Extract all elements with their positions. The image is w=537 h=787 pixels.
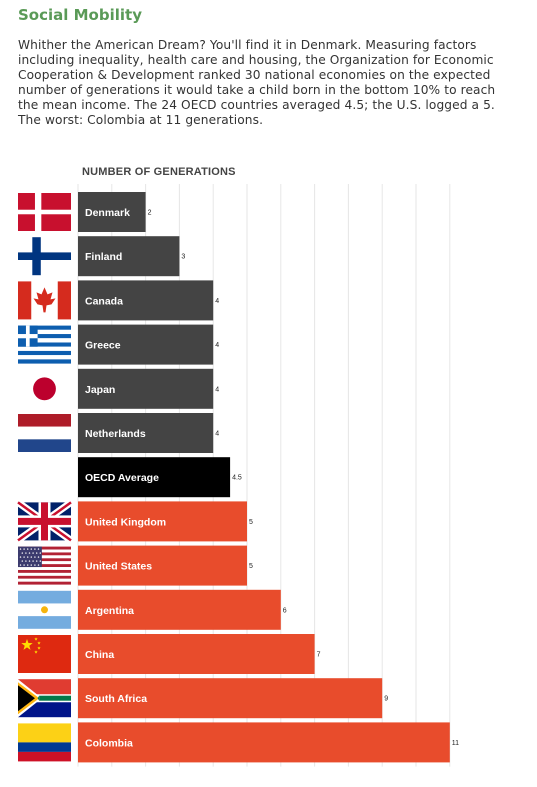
bar-value-label: 5	[249, 563, 253, 570]
bar-netherlands	[78, 413, 214, 453]
bar-value-label: 4	[215, 386, 219, 393]
bar-value-label: 4	[215, 431, 219, 438]
bar-japan	[78, 368, 214, 409]
bar-finland	[78, 236, 180, 277]
bar-category-label: Canada	[85, 295, 123, 307]
canada-flag	[18, 281, 71, 320]
bar-china	[78, 634, 315, 674]
netherlands-flag	[18, 414, 71, 452]
bar-value-label: 4	[215, 298, 219, 305]
argentina-flag	[18, 590, 71, 629]
flags	[15, 193, 74, 762]
colombia-flag	[18, 723, 71, 762]
bar-category-label: United States	[85, 561, 152, 573]
bar-category-label: South Africa	[85, 693, 147, 705]
bar-denmark	[78, 192, 146, 232]
bar-value-label: 2	[148, 210, 152, 217]
bar-value-label: 6	[283, 607, 287, 614]
bar-value-label: 3	[181, 254, 185, 261]
bar-category-label: Japan	[85, 384, 115, 396]
bar-value-label: 4.5	[232, 475, 242, 482]
bar-value-label: 5	[249, 519, 253, 526]
chart-description: Whither the American Dream? You'll find …	[18, 38, 496, 127]
bar-category-label: China	[85, 649, 114, 661]
bar-value-label: 7	[317, 652, 321, 659]
south-africa-flag	[18, 679, 71, 718]
greece-flag	[18, 325, 71, 364]
denmark-flag	[18, 193, 71, 231]
bar-category-label: Denmark	[85, 207, 130, 219]
bar-greece	[78, 324, 214, 365]
bar-oecd-average	[78, 457, 231, 498]
bar-value-label: 11	[452, 740, 459, 747]
bars: Denmark 2 Finland 3 Canada 4 Greece 4 Japan 4 Neth…	[78, 192, 459, 763]
bar-category-label: Finland	[85, 251, 122, 263]
bar-value-label: 9	[384, 696, 388, 703]
bar-united-kingdom	[78, 501, 247, 542]
x-axis-title: NUMBER OF GENERATIONS	[82, 166, 236, 178]
finland-flag	[18, 237, 71, 276]
bar-category-label: United Kingdom	[85, 516, 166, 528]
bar-category-label: OECD Average	[85, 472, 159, 484]
bar-united-states	[78, 545, 247, 586]
chart-title: Social Mobility	[18, 6, 142, 24]
bar-category-label: Netherlands	[85, 428, 146, 440]
bar-value-label: 4	[215, 342, 219, 349]
bar-south-africa	[78, 678, 383, 719]
bar-category-label: Colombia	[85, 737, 133, 749]
china-flag	[18, 635, 71, 673]
us-flag	[18, 546, 71, 585]
japan-flag	[18, 369, 71, 408]
bar-category-label: Argentina	[85, 605, 134, 617]
uk-flag	[15, 499, 74, 544]
bar-colombia	[78, 722, 450, 763]
bar-argentina	[78, 589, 281, 630]
bar-category-label: Greece	[85, 340, 121, 352]
bar-canada	[78, 280, 214, 321]
